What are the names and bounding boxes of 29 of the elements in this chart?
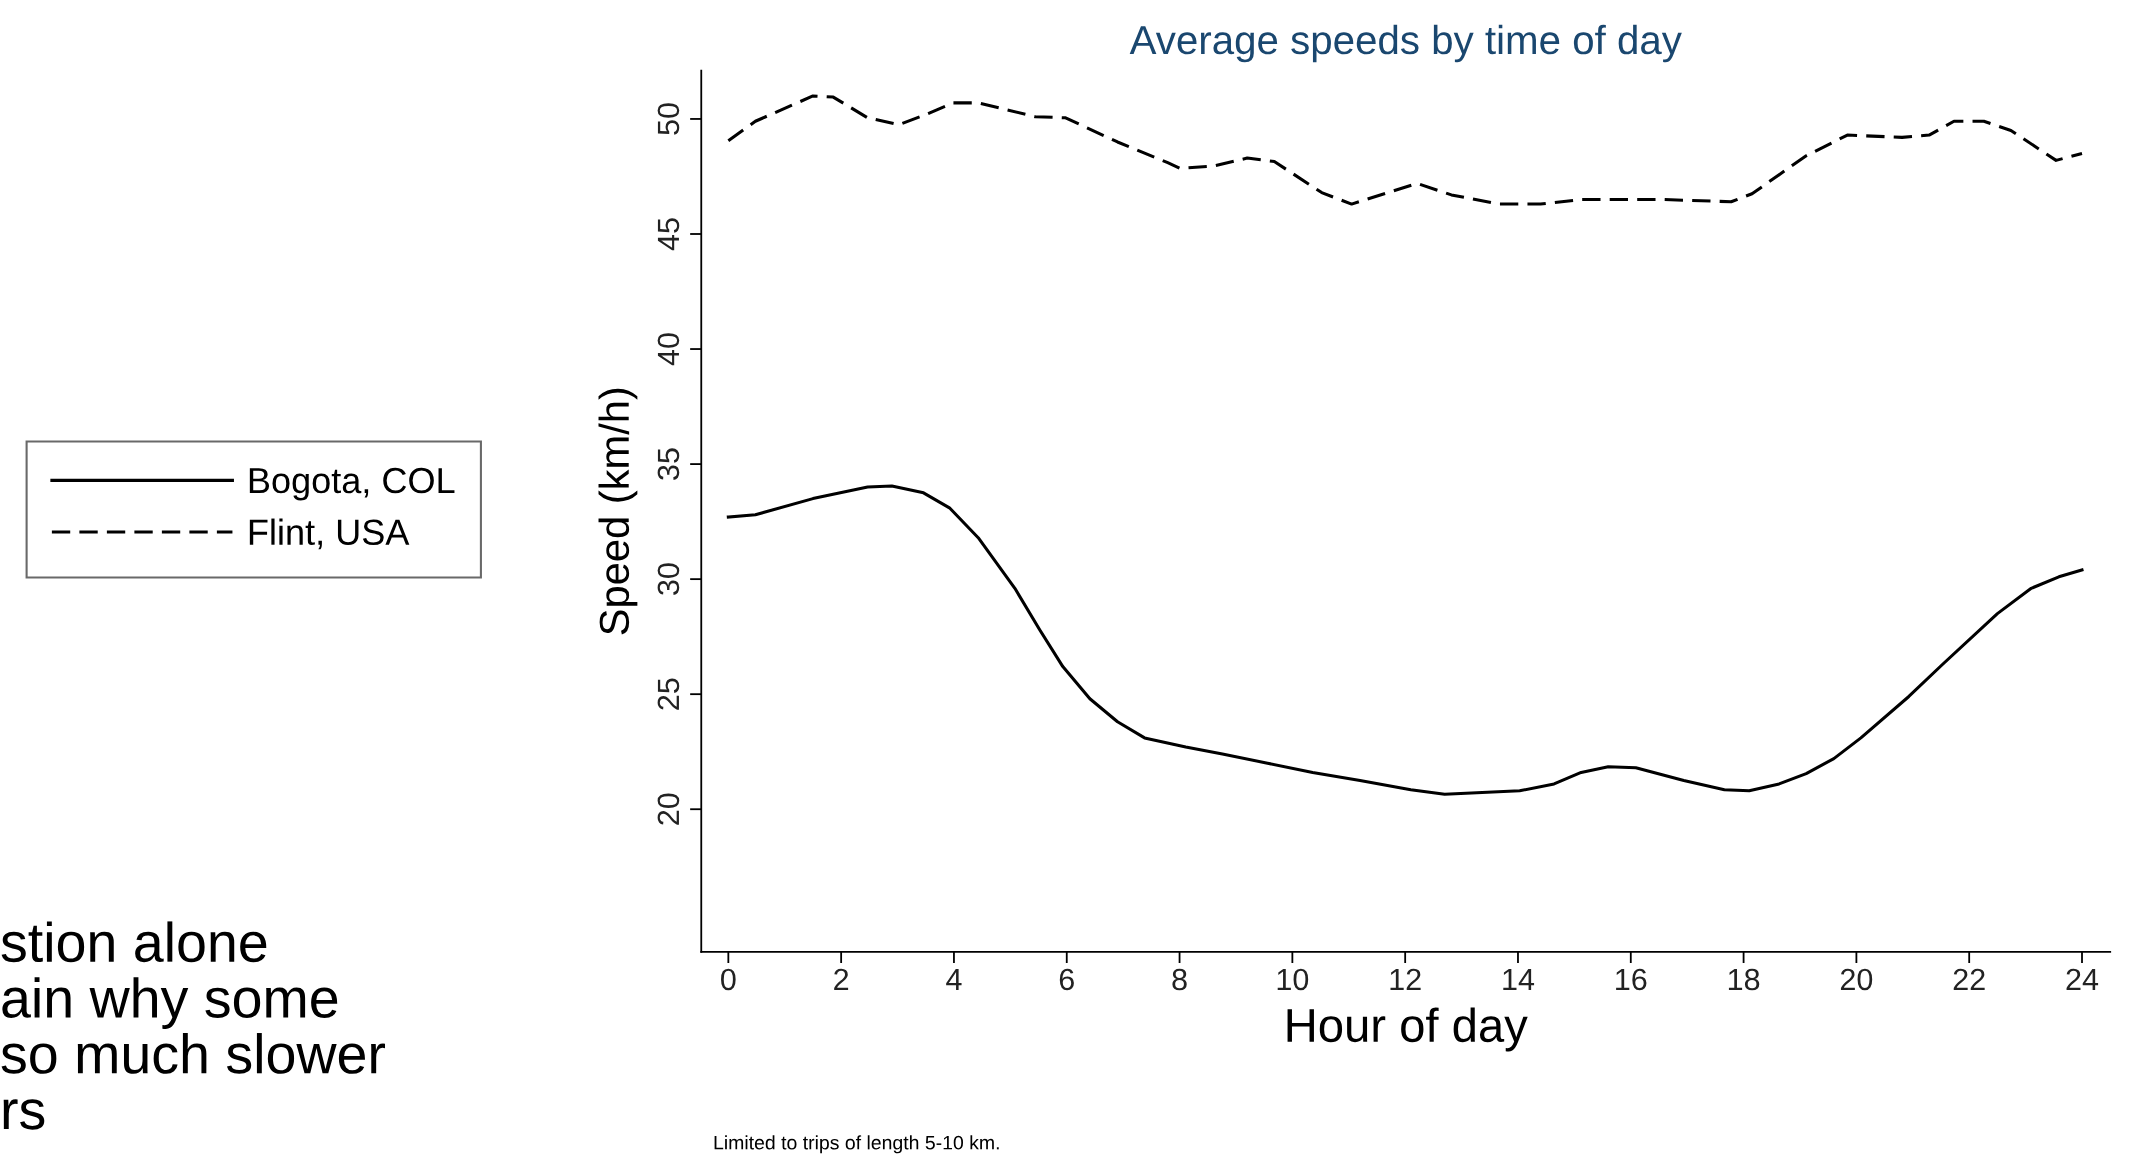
x-tick-label: 20 bbox=[1840, 968, 1873, 991]
legend-label: Flint, USA bbox=[249, 518, 410, 550]
x-tick-label: 22 bbox=[1953, 968, 1985, 990]
x-tick-label: 2 bbox=[834, 968, 849, 990]
line-series bbox=[726, 484, 2084, 796]
x-tick-label: 8 bbox=[1172, 968, 1187, 991]
x-tick-label: 4 bbox=[946, 968, 962, 990]
y-tick-label: 40 bbox=[657, 333, 680, 366]
x-axis-title: Hour of day bbox=[1287, 1007, 1528, 1052]
x-tick-label: 24 bbox=[2066, 968, 2099, 990]
y-axis-title: Speed (km/h) bbox=[598, 388, 638, 635]
x-tick-label: 10 bbox=[1277, 968, 1309, 991]
x-tick-label: 6 bbox=[1059, 968, 1074, 991]
text: stion alone ain why some so much slower rs bbox=[1, 921, 386, 1130]
text: Limited to trips of length 5-10 km. bbox=[714, 1135, 999, 1154]
y-tick-label: 50 bbox=[657, 103, 680, 135]
legend-label: Bogota, COL bbox=[249, 467, 455, 501]
chart-title: Average speeds by time of day bbox=[1129, 24, 1682, 63]
y-tick-label: 30 bbox=[657, 563, 680, 595]
y-tick-label: 45 bbox=[657, 218, 680, 251]
x-tick-label: 18 bbox=[1728, 968, 1760, 991]
y-tick-label: 20 bbox=[657, 793, 680, 825]
x-tick-label: 14 bbox=[1503, 968, 1535, 990]
x-tick-label: 16 bbox=[1616, 968, 1647, 991]
line-series bbox=[726, 94, 2084, 206]
x-tick-label: 12 bbox=[1390, 968, 1421, 990]
x-tick-label: 0 bbox=[721, 968, 736, 991]
y-tick-label: 25 bbox=[657, 678, 680, 710]
y-tick-label: 35 bbox=[657, 448, 680, 480]
